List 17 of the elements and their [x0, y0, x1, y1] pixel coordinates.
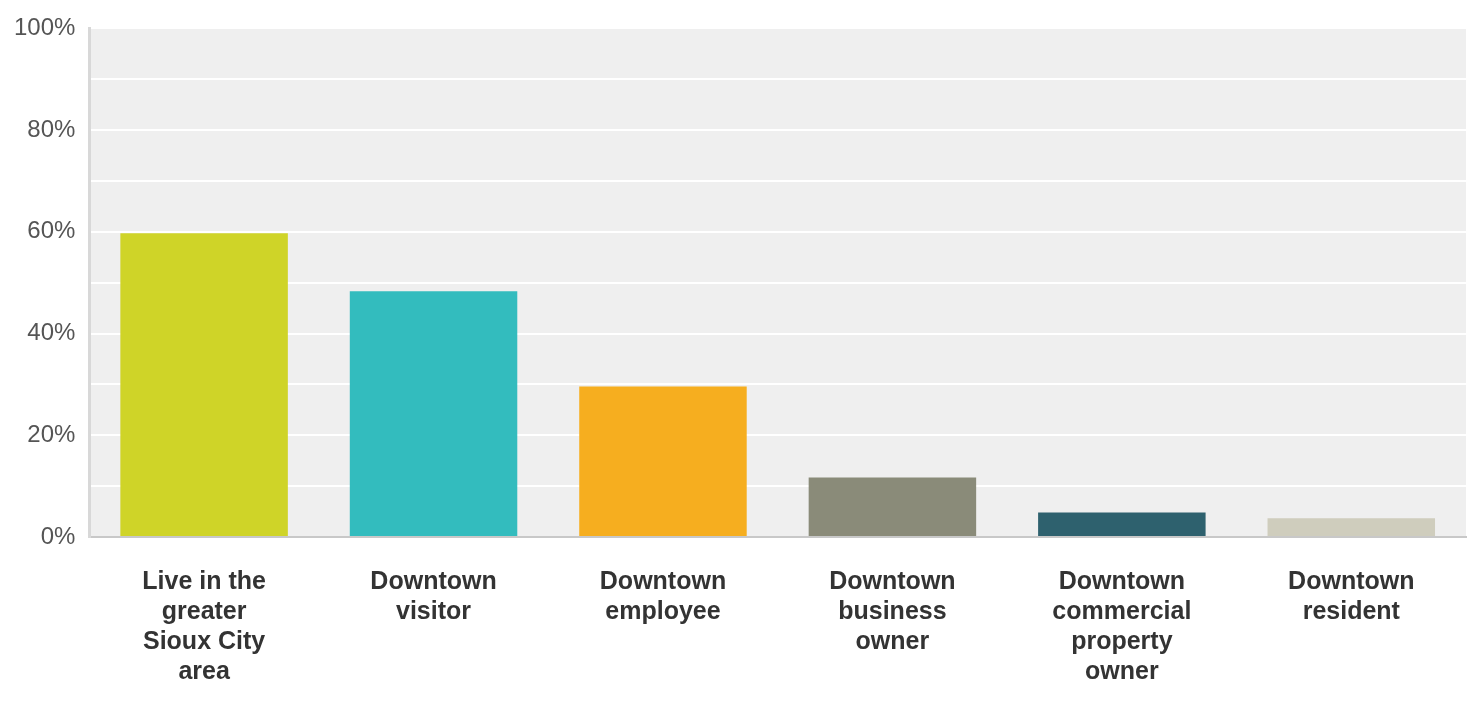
bar [1038, 512, 1206, 536]
bar [349, 291, 518, 536]
y-tick-label: 0% [40, 521, 76, 549]
x-tick-label: Downtown commercial property owner [1052, 565, 1192, 684]
bar [579, 386, 747, 536]
y-tick-label: 60% [27, 216, 76, 244]
y-tick-label: 20% [27, 419, 76, 447]
bar [120, 233, 288, 536]
x-tick-label: Downtown employee [599, 565, 727, 624]
x-tick-label: Live in the greater Sioux City area [142, 565, 267, 684]
x-tick-label: Downtown visitor [370, 565, 497, 624]
y-tick-label: 100% [13, 13, 76, 41]
y-tick-label: 80% [27, 114, 76, 142]
x-tick-label: Downtown resident [1288, 565, 1415, 624]
bar [808, 477, 977, 536]
y-tick-label: 40% [27, 318, 76, 346]
x-tick-label: Downtown business owner [829, 565, 956, 654]
